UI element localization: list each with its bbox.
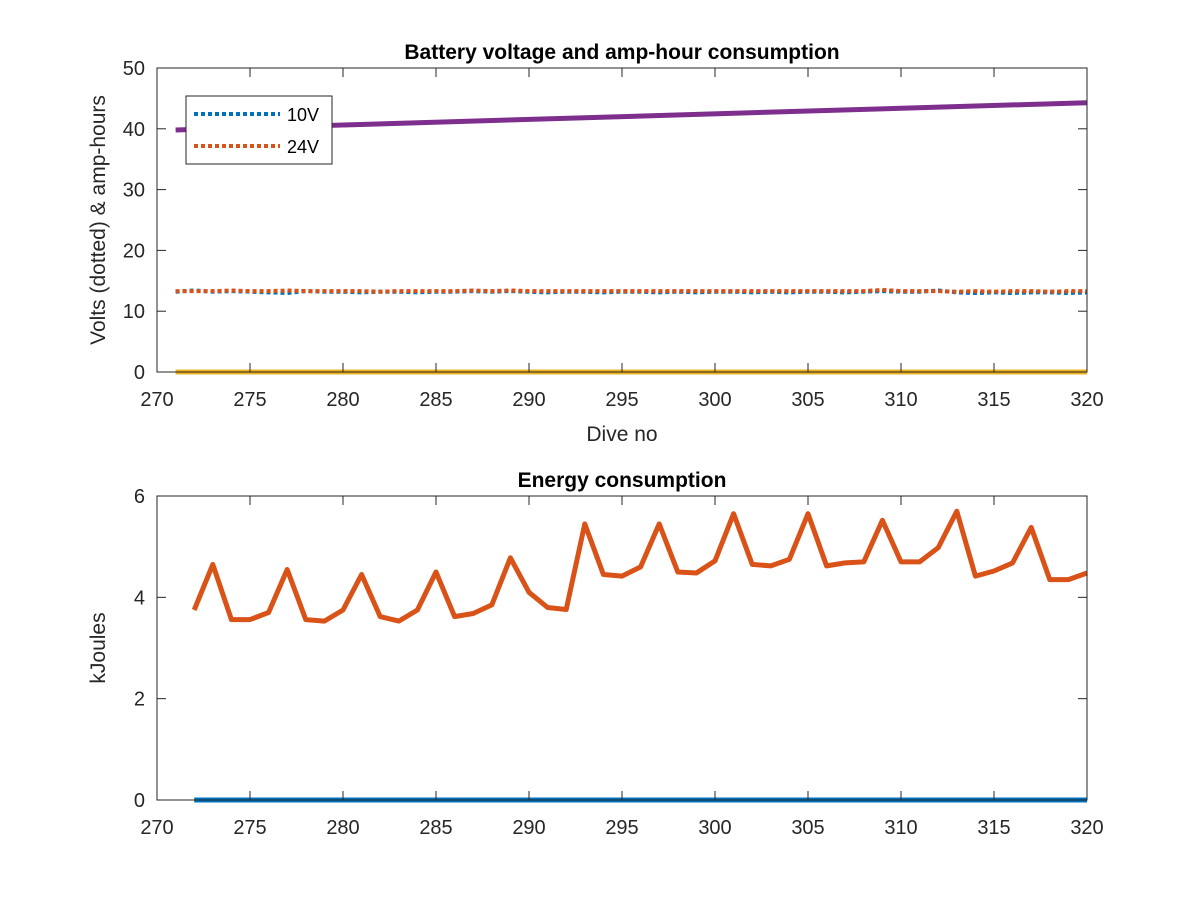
energy-plot: 270 275 280 285 290 295 300 305 310 315 320 0 2 4 6 E…	[87, 469, 1104, 839]
x-tick-label: 275	[233, 817, 266, 839]
x-tick-label: 280	[326, 817, 359, 839]
x-tick-label: 320	[1070, 817, 1103, 839]
x-tick-label: 285	[419, 389, 452, 411]
x-tick-label: 295	[605, 389, 638, 411]
plot-area	[157, 496, 1087, 800]
x-tick-label: 290	[512, 389, 545, 411]
x-tick-label: 310	[884, 817, 917, 839]
x-tick-label: 275	[233, 389, 266, 411]
y-tick-label: 50	[123, 58, 145, 80]
x-tick-label: 310	[884, 389, 917, 411]
y-tick-label: 6	[134, 486, 145, 508]
y-axis-ticks: 0 2 4 6	[134, 486, 1087, 812]
legend: 10V 24V	[185, 95, 333, 165]
y-axis-ticks: 0 10 20 30 40 50	[123, 58, 1087, 384]
chart-title: Energy consumption	[518, 469, 727, 492]
x-tick-label: 280	[326, 389, 359, 411]
series-line-24v	[175, 287, 1087, 294]
x-tick-label: 300	[698, 817, 731, 839]
y-tick-label: 2	[134, 689, 145, 711]
voltage-amphour-plot: 270 275 280 285 290 295 300 305 310 315 320 0 10 20 3…	[87, 41, 1104, 446]
x-tick-label: 270	[140, 817, 173, 839]
x-tick-label: 320	[1070, 389, 1103, 411]
x-axis-ticks: 270 275 280 285 290 295 300 305 310 315 320	[140, 68, 1104, 411]
x-axis-ticks: 270 275 280 285 290 295 300 305 310 315 320	[140, 496, 1104, 839]
x-tick-label: 315	[977, 817, 1010, 839]
y-axis-label: Volts (dotted) & amp-hours	[87, 95, 110, 345]
series-line-0	[191, 508, 1088, 624]
y-tick-label: 30	[123, 180, 145, 202]
y-axis-label: kJoules	[87, 612, 110, 683]
legend-entry-10v: 10V	[287, 105, 319, 125]
chart-title: Battery voltage and amp-hour consumption	[404, 41, 839, 64]
y-tick-label: 40	[123, 119, 145, 141]
x-tick-label: 305	[791, 389, 824, 411]
y-tick-label: 10	[123, 301, 145, 323]
x-tick-label: 305	[791, 817, 824, 839]
y-tick-label: 4	[134, 587, 145, 609]
x-tick-label: 295	[605, 817, 638, 839]
y-tick-label: 0	[134, 362, 145, 384]
legend-box	[185, 95, 333, 165]
x-tick-label: 290	[512, 817, 545, 839]
x-tick-label: 270	[140, 389, 173, 411]
y-tick-label: 0	[134, 790, 145, 812]
legend-entry-24v: 24V	[287, 137, 319, 157]
x-tick-label: 315	[977, 389, 1010, 411]
x-tick-label: 285	[419, 817, 452, 839]
y-tick-label: 20	[123, 240, 145, 262]
x-axis-label: Dive no	[586, 423, 657, 446]
x-tick-label: 300	[698, 389, 731, 411]
